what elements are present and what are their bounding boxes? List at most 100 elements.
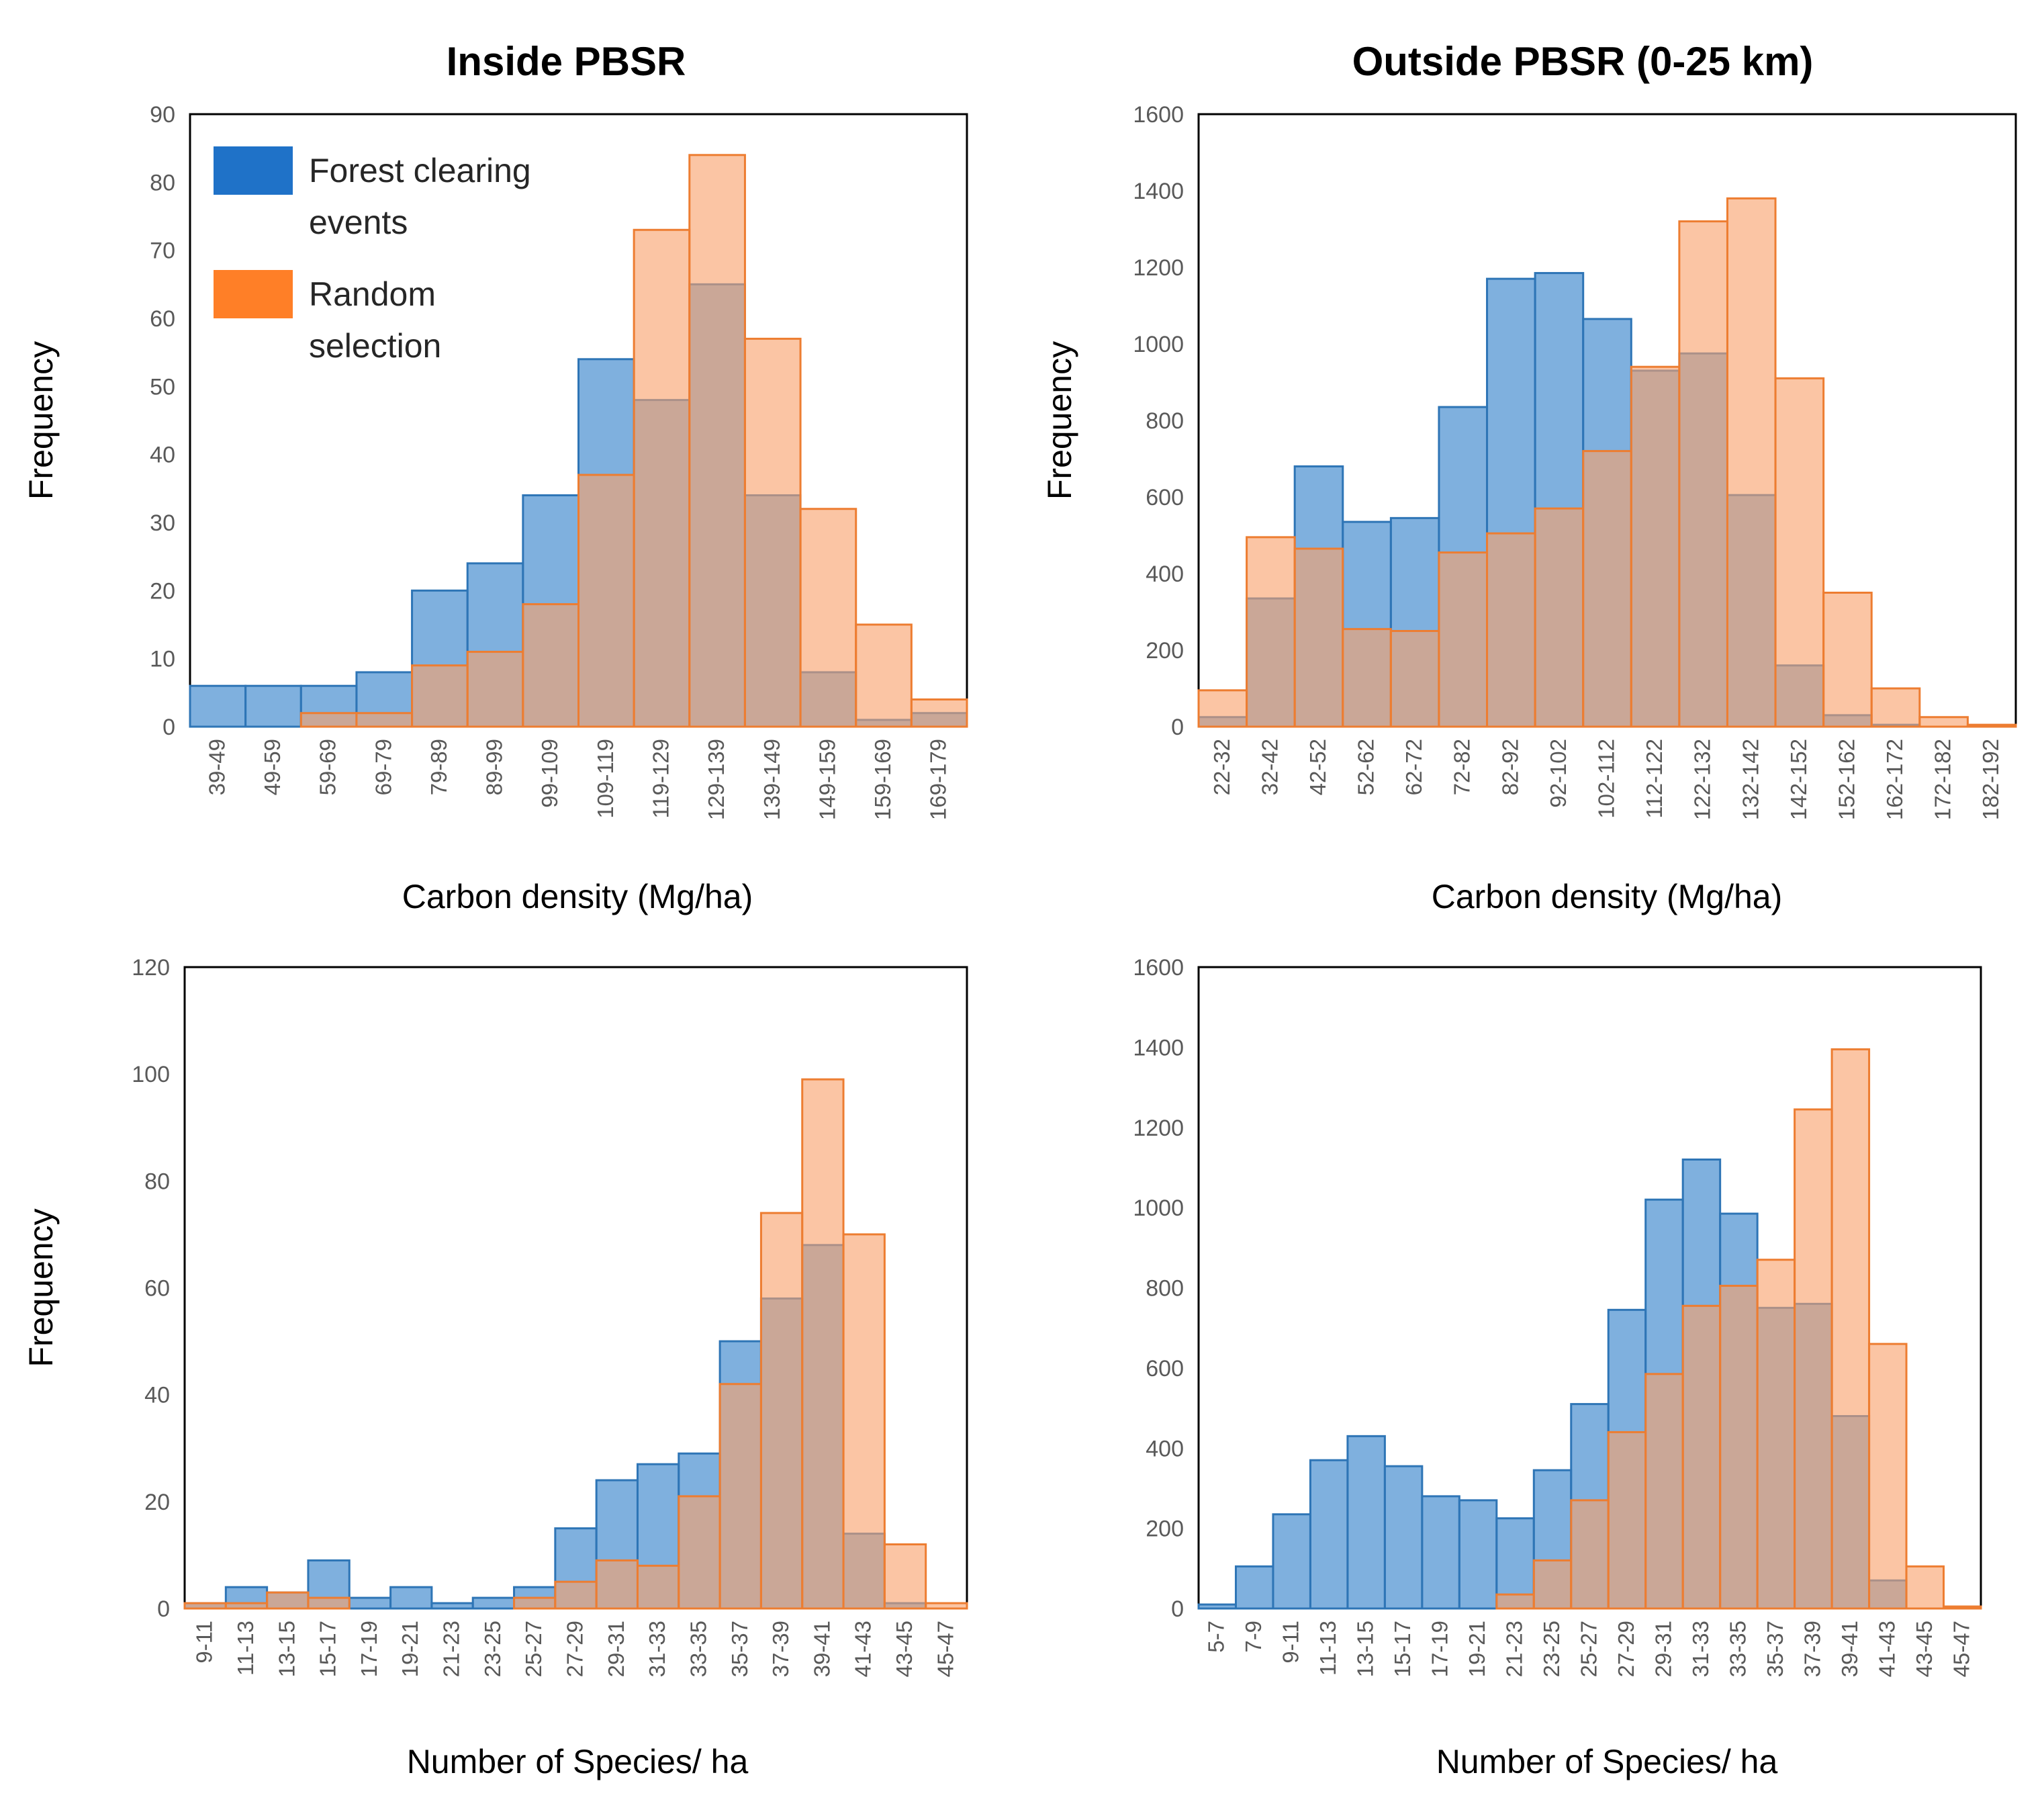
x-tick-label: 45-47 (933, 1621, 958, 1677)
x-tick-label: 182-192 (1978, 739, 2003, 820)
x-tick-label: 142-152 (1786, 739, 1811, 820)
bar-random-149-159 (799, 508, 857, 728)
bar-random-182-192 (1966, 723, 2017, 728)
x-tick-label: 41-43 (851, 1621, 876, 1677)
y-tick-label: 80 (150, 170, 175, 195)
x-tick-label: 23-25 (480, 1621, 505, 1677)
y-tick-label: 1600 (1133, 955, 1184, 981)
bar-random-27-29 (1607, 1431, 1647, 1610)
x-tick-label: 99-109 (537, 739, 562, 808)
bar-random-59-69 (299, 712, 358, 728)
bar-random-33-35 (1719, 1285, 1759, 1610)
x-tick-label: 27-29 (1614, 1621, 1638, 1677)
y-tick-label: 10 (150, 647, 175, 672)
y-tick-label: 600 (1146, 485, 1184, 510)
bar-random-41-43 (1868, 1343, 1908, 1610)
bar-forest-19-21 (389, 1586, 433, 1610)
x-axis-label: Number of Species/ ha (407, 1743, 749, 1780)
x-tick-label: 41-43 (1874, 1621, 1899, 1677)
x-tick-label: 39-41 (809, 1621, 834, 1677)
legend-label-forest: Forest clearing (309, 152, 531, 189)
x-tick-label: 172-182 (1931, 739, 1955, 820)
x-tick-label: 25-27 (1577, 1621, 1601, 1677)
legend-swatch-forest (214, 146, 293, 195)
y-tick-label: 1000 (1133, 1195, 1184, 1221)
x-tick-label: 22-32 (1209, 739, 1234, 795)
x-axis-label: Carbon density (Mg/ha) (402, 878, 753, 915)
bar-random-159-169 (855, 623, 913, 728)
bar-random-102-112 (1582, 450, 1632, 728)
y-tick-label: 60 (144, 1276, 170, 1302)
bar-random-43-45 (1905, 1565, 1945, 1610)
bar-random-15-17 (307, 1596, 351, 1610)
x-tick-label: 15-17 (1390, 1621, 1415, 1677)
bar-forest-23-25 (471, 1596, 516, 1610)
y-tick-label: 200 (1146, 638, 1184, 664)
chart-inside-carbon: 0 10 20 30 40 50 60 70 80 90 39-49 49-59 59-69 69-79 7… (22, 102, 968, 915)
legend-label-random: Random (309, 275, 436, 313)
x-tick-label: 9-11 (1279, 1621, 1303, 1664)
bar-random-11-13 (224, 1602, 269, 1610)
x-tick-label: 43-45 (892, 1621, 917, 1677)
y-tick-label: 20 (150, 578, 175, 604)
x-tick-label: 139-149 (759, 739, 784, 820)
bar-random-27-29 (554, 1580, 598, 1610)
y-tick-label: 600 (1146, 1356, 1184, 1381)
x-tick-label: 7-9 (1241, 1621, 1266, 1653)
bar-random-9-11 (183, 1602, 227, 1610)
x-tick-label: 35-37 (1763, 1621, 1787, 1677)
y-tick-label: 0 (162, 715, 175, 740)
bar-random-22-32 (1197, 689, 1248, 728)
bar-forest-15-17 (1383, 1465, 1424, 1610)
y-tick-label: 30 (150, 510, 175, 536)
bar-random-29-31 (1644, 1373, 1684, 1610)
bar-forest-11-13 (1309, 1459, 1349, 1610)
x-tick-label: 13-15 (274, 1621, 299, 1677)
x-tick-label: 5-7 (1204, 1621, 1229, 1653)
bar-forest-9-11 (1272, 1513, 1311, 1610)
x-tick-label: 29-31 (1651, 1621, 1675, 1677)
y-tick-label: 1400 (1133, 1035, 1184, 1060)
bar-random-25-27 (513, 1596, 557, 1610)
x-tick-label: 119-129 (648, 739, 673, 819)
x-tick-label: 169-179 (926, 739, 951, 820)
x-tick-label: 109-119 (593, 739, 618, 819)
legend: Forest clearing events Random selection (214, 146, 531, 365)
x-tick-label: 42-52 (1305, 739, 1330, 795)
y-tick-label: 0 (157, 1596, 170, 1622)
y-tick-label: 400 (1146, 1436, 1184, 1461)
x-tick-label: 52-62 (1354, 739, 1379, 795)
legend-swatch-random (214, 270, 293, 318)
bar-random-21-23 (1495, 1593, 1535, 1610)
x-tick-label: 31-33 (645, 1621, 669, 1677)
bar-random-62-72 (1389, 630, 1440, 728)
x-tick-label: 27-29 (563, 1621, 588, 1677)
y-tick-label: 1200 (1133, 255, 1184, 281)
y-tick-label: 200 (1146, 1516, 1184, 1542)
y-tick-label: 400 (1146, 561, 1184, 587)
x-tick-label: 11-13 (233, 1621, 258, 1676)
y-tick-label: 40 (150, 443, 175, 468)
bar-random-45-47 (1943, 1605, 1982, 1610)
x-axis-label: Carbon density (Mg/ha) (1432, 878, 1782, 915)
y-tick-label: 1400 (1133, 179, 1184, 204)
x-tick-label: 29-31 (604, 1621, 629, 1677)
x-tick-label: 13-15 (1353, 1621, 1378, 1677)
y-tick-label: 60 (150, 306, 175, 332)
y-tick-label: 100 (132, 1062, 170, 1087)
bar-random-82-92 (1486, 532, 1536, 728)
legend-label-random-line2: selection (309, 327, 441, 365)
y-tick-label: 800 (1146, 408, 1184, 434)
bar-forest-17-19 (1421, 1495, 1460, 1610)
x-tick-label: 21-23 (1502, 1621, 1527, 1677)
y-tick-label: 1200 (1133, 1116, 1184, 1141)
bar-forest-49-59 (244, 684, 302, 728)
bar-random-162-172 (1870, 687, 1921, 728)
x-tick-label: 37-39 (768, 1621, 793, 1677)
x-axis-label: Number of Species/ ha (1436, 1743, 1778, 1780)
bar-random-169-179 (910, 698, 968, 728)
bar-random-42-52 (1293, 547, 1344, 728)
x-tick-label: 37-39 (1800, 1621, 1824, 1677)
bar-random-31-33 (636, 1564, 680, 1610)
